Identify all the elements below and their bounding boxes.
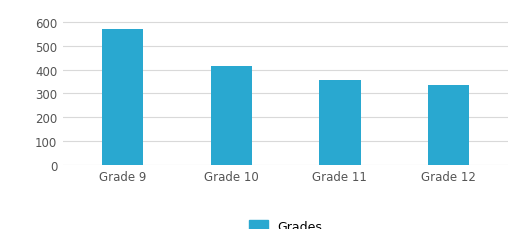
Bar — [211, 66, 252, 165]
Bar — [319, 81, 361, 165]
Legend: Grades: Grades — [249, 220, 322, 229]
Bar — [428, 86, 469, 165]
Bar — [102, 30, 143, 165]
